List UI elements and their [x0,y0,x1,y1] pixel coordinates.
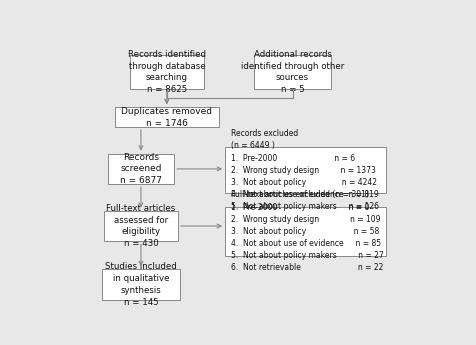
FancyBboxPatch shape [225,147,385,194]
Text: Full-text articles excluded (n = 301)
1.  Pre-2000                              : Full-text articles excluded (n = 301) 1.… [230,190,383,272]
Text: Duplicates removed
n = 1746: Duplicates removed n = 1746 [121,107,212,128]
FancyBboxPatch shape [253,55,331,89]
Text: Records
screened
n = 6877: Records screened n = 6877 [119,152,162,185]
Text: Records identified
through database
searching
n = 8625: Records identified through database sear… [128,50,206,94]
Text: Full-text articles
assessed for
eligibility
n = 430: Full-text articles assessed for eligibil… [106,204,175,248]
FancyBboxPatch shape [225,207,385,256]
FancyBboxPatch shape [115,107,218,127]
Text: Studies included
in qualitative
synthesis
n = 145: Studies included in qualitative synthesi… [105,262,177,307]
Text: Additional records
identified through other
sources
n = 5: Additional records identified through ot… [240,50,343,94]
FancyBboxPatch shape [129,55,203,89]
FancyBboxPatch shape [102,269,179,300]
FancyBboxPatch shape [104,211,178,241]
FancyBboxPatch shape [108,154,174,184]
Text: Records excluded
(n = 6449 )
1.  Pre-2000                        n = 6
2.  Wrong: Records excluded (n = 6449 ) 1. Pre-2000… [230,129,378,211]
